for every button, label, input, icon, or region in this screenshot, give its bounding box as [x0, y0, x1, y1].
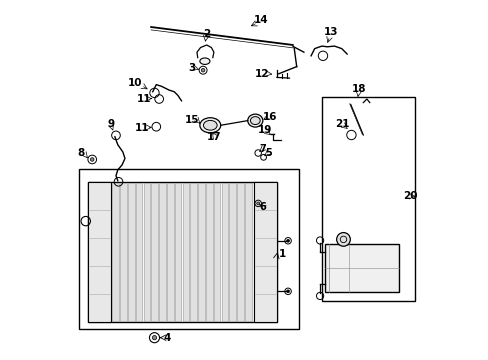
Bar — [166, 183, 173, 321]
Circle shape — [286, 290, 289, 293]
Circle shape — [152, 336, 156, 340]
Ellipse shape — [203, 120, 217, 130]
Text: 3: 3 — [188, 63, 196, 73]
Bar — [229, 183, 236, 321]
Bar — [88, 182, 111, 322]
Bar — [159, 183, 165, 321]
Bar — [112, 183, 119, 321]
Bar — [221, 183, 228, 321]
Text: 20: 20 — [403, 191, 417, 201]
Bar — [174, 183, 181, 321]
Text: 9: 9 — [107, 119, 115, 129]
Text: 19: 19 — [258, 125, 272, 135]
Bar — [198, 183, 204, 321]
Ellipse shape — [247, 114, 263, 127]
Circle shape — [256, 202, 259, 205]
Bar — [128, 183, 134, 321]
Text: 10: 10 — [127, 78, 142, 88]
Bar — [190, 183, 197, 321]
Ellipse shape — [250, 117, 260, 125]
Text: 12: 12 — [255, 69, 269, 79]
Bar — [244, 183, 251, 321]
Bar — [79, 169, 298, 329]
Text: 14: 14 — [253, 15, 267, 25]
Circle shape — [286, 239, 289, 242]
Bar — [237, 183, 244, 321]
Bar — [136, 183, 142, 321]
Text: 4: 4 — [163, 333, 170, 343]
Bar — [205, 183, 212, 321]
Text: 11: 11 — [134, 123, 149, 133]
Text: 7: 7 — [259, 144, 265, 154]
Text: 15: 15 — [184, 114, 199, 125]
Bar — [253, 182, 276, 322]
Text: 21: 21 — [335, 119, 349, 129]
Text: 6: 6 — [259, 202, 266, 212]
Ellipse shape — [200, 118, 220, 133]
Text: 1: 1 — [279, 249, 285, 259]
Text: 8: 8 — [78, 148, 85, 158]
Circle shape — [201, 68, 204, 72]
Ellipse shape — [200, 58, 209, 64]
Circle shape — [336, 233, 349, 246]
Bar — [143, 183, 150, 321]
Bar — [88, 182, 276, 322]
Text: 16: 16 — [262, 112, 276, 122]
Bar — [151, 183, 158, 321]
Text: 18: 18 — [351, 84, 366, 94]
Bar — [120, 183, 127, 321]
Text: 11: 11 — [136, 94, 151, 104]
Text: 2: 2 — [203, 29, 210, 39]
Text: 13: 13 — [323, 27, 338, 37]
Text: 17: 17 — [206, 132, 221, 142]
Bar — [325, 244, 399, 292]
Bar — [182, 183, 189, 321]
Circle shape — [90, 158, 94, 161]
Bar — [321, 97, 415, 301]
Bar — [213, 183, 220, 321]
Text: 5: 5 — [264, 148, 271, 158]
